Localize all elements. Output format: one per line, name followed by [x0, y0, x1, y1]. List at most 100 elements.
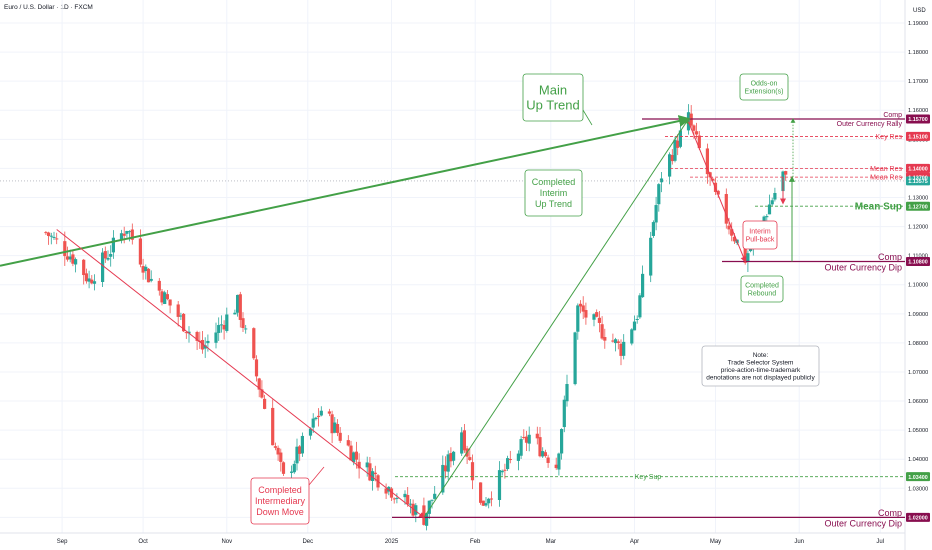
candle-body [651, 222, 655, 236]
candle-body [554, 464, 558, 469]
main-up-trend-callout: Main Up Trend [522, 73, 584, 122]
price-tag-label: 1.02000 [908, 516, 928, 522]
candle-body [592, 314, 596, 320]
candle-body [84, 273, 88, 282]
candle [479, 482, 483, 505]
candle [425, 513, 429, 531]
y-tick-label: 1.19000 [908, 21, 928, 27]
candle-body [479, 482, 483, 503]
candle [659, 171, 664, 193]
candle [260, 380, 264, 399]
completed-intermediary-down-move-callout-text: Completed Intermediary Down Move [255, 485, 306, 517]
candle [276, 445, 280, 461]
candle [484, 496, 488, 507]
candle [146, 267, 151, 283]
candle-body [692, 125, 696, 131]
candle-body [44, 232, 48, 234]
interim-up-trend-line [423, 117, 690, 518]
candle-body [578, 303, 583, 307]
candle [516, 450, 520, 471]
candle [519, 435, 523, 459]
candle [543, 449, 547, 458]
candle [233, 309, 237, 315]
candle-body [109, 253, 113, 257]
candle-body [163, 292, 167, 305]
candle [765, 214, 769, 221]
candle-body [176, 304, 180, 317]
candle [279, 448, 283, 472]
completed-intermediary-down-move-callout-box [250, 477, 310, 525]
candle-body [411, 503, 415, 516]
candle [468, 448, 472, 461]
candle [314, 416, 318, 421]
candle-body [65, 256, 70, 260]
candle [406, 487, 410, 507]
mean-res-label-1: Mean Res [870, 166, 902, 173]
candle-body [260, 389, 264, 398]
candle [392, 497, 396, 504]
candle [724, 188, 728, 229]
candle [678, 123, 682, 149]
interim-pull-back-callout-text: Interim Pull-back [746, 228, 775, 243]
candle [635, 315, 639, 324]
candle-body [597, 317, 601, 323]
candle-body [222, 324, 226, 330]
candle [195, 330, 199, 351]
candle-body [414, 505, 418, 515]
candle-body [584, 310, 588, 318]
candle [433, 486, 437, 500]
main-up-trend-callout-text: Main Up Trend [526, 83, 579, 113]
candle-body [271, 407, 275, 446]
candle [584, 302, 588, 325]
candle [622, 334, 626, 360]
candle-body [203, 345, 207, 349]
candle-body [195, 332, 199, 341]
candle-body [678, 130, 682, 147]
candle-body [179, 315, 183, 317]
candle [500, 469, 504, 476]
candle [165, 290, 169, 301]
price-tag-label: 1.13700 [908, 175, 928, 181]
candle [49, 232, 53, 245]
candle-body [49, 235, 53, 237]
note-callout: Note: Trade Selector System price-action-t… [701, 345, 820, 387]
candle-body [74, 259, 78, 265]
candle-body [470, 462, 475, 481]
candle [384, 483, 388, 499]
candle-body [252, 328, 256, 359]
candle [87, 270, 91, 289]
candle [319, 406, 323, 417]
candle-body [408, 503, 412, 505]
candle [462, 423, 466, 453]
candle [600, 316, 604, 340]
candle-body [611, 340, 615, 342]
candle-body [352, 452, 356, 463]
y-tick-label: 1.11000 [908, 254, 928, 260]
candle-body [487, 498, 491, 504]
candle-body [632, 321, 637, 331]
candle-body [119, 233, 124, 240]
candle-body [746, 253, 750, 262]
candle-body [743, 237, 747, 263]
candle-body [373, 472, 377, 475]
candle-body [327, 411, 331, 414]
candle-body [657, 184, 661, 205]
candle-body [716, 190, 720, 195]
candle-body [308, 428, 313, 436]
candle [160, 288, 164, 306]
candle [730, 222, 734, 242]
candle-body [767, 204, 772, 215]
candle-body [279, 452, 283, 462]
candle-body [233, 312, 237, 315]
candle-body [354, 451, 358, 460]
candle-body [516, 453, 520, 461]
note-callout-box [701, 345, 820, 387]
candle-body [292, 463, 296, 473]
candle-body [622, 341, 626, 356]
candle-body [106, 257, 110, 260]
outer-currency-dip-label-lower: Outer Currency Dip [824, 518, 902, 528]
candle [470, 454, 475, 490]
candle-body [727, 225, 731, 230]
candle-body [371, 471, 375, 481]
